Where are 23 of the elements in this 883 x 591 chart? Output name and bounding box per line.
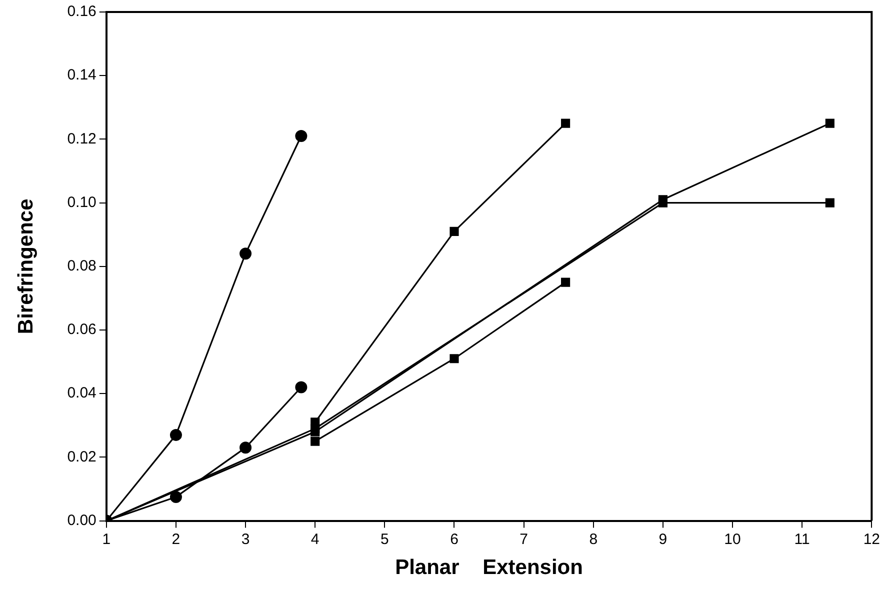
x-tick-label: 3 [241,530,250,548]
x-tick-label: 4 [310,530,320,548]
x-tick-label: 7 [520,530,528,548]
x-tick-label: 12 [863,530,880,548]
x-tick-label: 11 [794,530,810,548]
y-tick-label: 0.06 [67,321,96,338]
y-tick-label: 0.14 [67,66,96,84]
y-tick-label: 0.04 [67,384,96,402]
x-axis-title: Planar Extension [395,556,583,580]
y-tick-label: 0.08 [67,258,96,275]
x-tick-label: 10 [724,530,741,548]
x-tick-label: 8 [589,530,598,548]
y-axis-title: Birefringence [14,198,38,334]
y-tick-label: 0.02 [67,448,96,466]
x-tick-label: 5 [380,530,389,548]
y-tick-label: 0.00 [67,512,96,529]
y-tick-label: 0.10 [67,194,96,211]
x-tick-label: 9 [658,530,668,548]
x-tick-label: 6 [450,530,458,548]
x-tick-label: 1 [102,530,111,548]
y-tick-label: 0.12 [67,130,96,148]
y-tick-label: 0.16 [67,3,96,20]
x-tick-label: 2 [172,530,180,548]
